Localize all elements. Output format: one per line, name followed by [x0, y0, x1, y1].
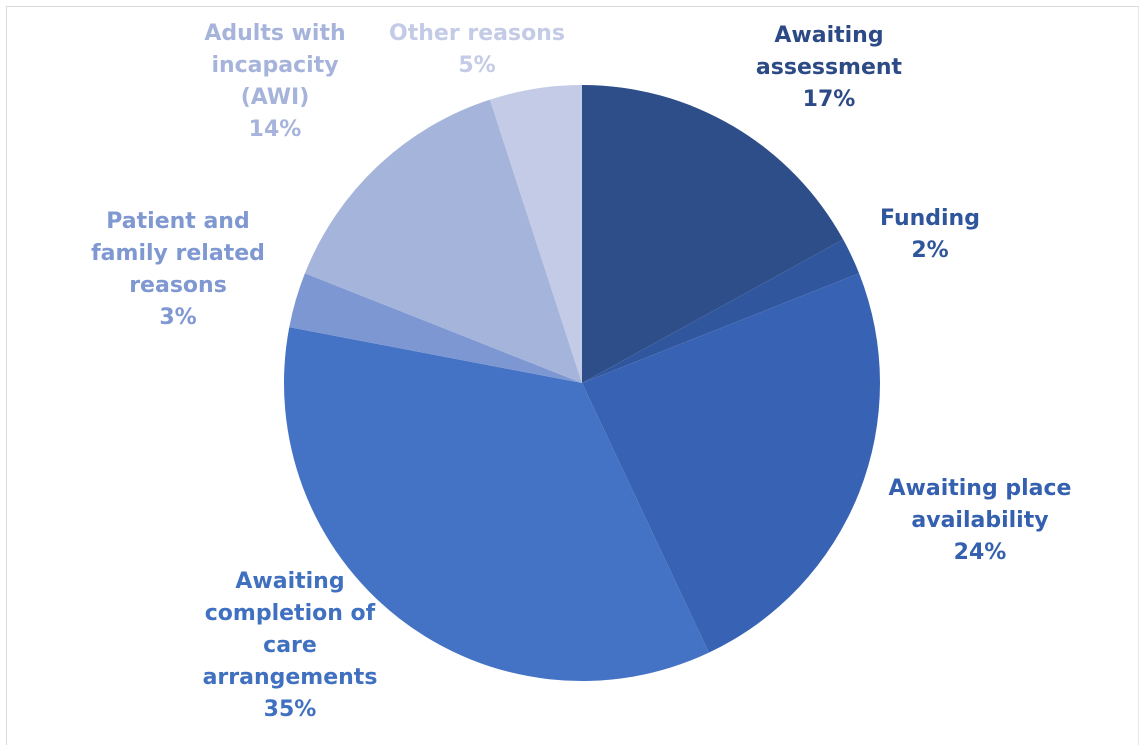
slice-label-1: Funding 2%	[880, 206, 980, 263]
slice-label-4: Patient and family related reasons 3%	[91, 209, 265, 330]
slice-value-label: 17%	[803, 87, 856, 112]
slice-category-label: Adults with	[204, 21, 345, 46]
slice-category-label: Other reasons	[389, 21, 565, 46]
slice-value-label: 24%	[954, 540, 1007, 565]
slice-label-3: Awaiting completion of care arrangements 35%	[203, 569, 378, 722]
chart-frame	[6, 6, 1139, 745]
pie-labels: Awaiting assessment 17% Funding 2% Awaiting p…	[91, 21, 1071, 722]
pie-slice-3	[284, 327, 709, 682]
slice-label-5: Adults with incapacity (AWI) 14%	[204, 21, 345, 142]
pie-slice-1	[582, 239, 860, 383]
slice-category-label: arrangements	[203, 665, 378, 690]
pie-slice-4	[289, 273, 582, 383]
pie-slices	[284, 85, 880, 682]
slice-value-label: 14%	[249, 117, 302, 142]
slice-label-6: Other reasons 5%	[389, 21, 565, 78]
slice-category-label: reasons	[129, 273, 227, 298]
slice-category-label: family related	[91, 241, 265, 266]
slice-label-0: Awaiting assessment 17%	[756, 23, 903, 112]
slice-value-label: 2%	[911, 238, 948, 263]
slice-category-label: Awaiting	[235, 569, 344, 594]
pie-slice-2	[582, 273, 880, 653]
slice-category-label: Awaiting place	[889, 476, 1072, 501]
slice-category-label: Funding	[880, 206, 980, 231]
pie-slice-5	[304, 99, 582, 384]
slice-label-2: Awaiting place availability 24%	[889, 476, 1072, 565]
slice-category-label: assessment	[756, 55, 903, 80]
slice-category-label: care	[263, 633, 317, 658]
slice-category-label: availability	[911, 508, 1048, 533]
pie-slice-0	[582, 85, 844, 383]
slice-category-label: Patient and	[106, 209, 249, 234]
slice-value-label: 35%	[264, 697, 317, 722]
slice-value-label: 5%	[458, 53, 495, 78]
slice-category-label: (AWI)	[241, 85, 310, 110]
slice-value-label: 3%	[159, 305, 196, 330]
slice-category-label: Awaiting	[774, 23, 883, 48]
pie-slice-6	[489, 85, 582, 383]
slice-category-label: incapacity	[211, 53, 338, 78]
slice-category-label: completion of	[205, 601, 376, 626]
